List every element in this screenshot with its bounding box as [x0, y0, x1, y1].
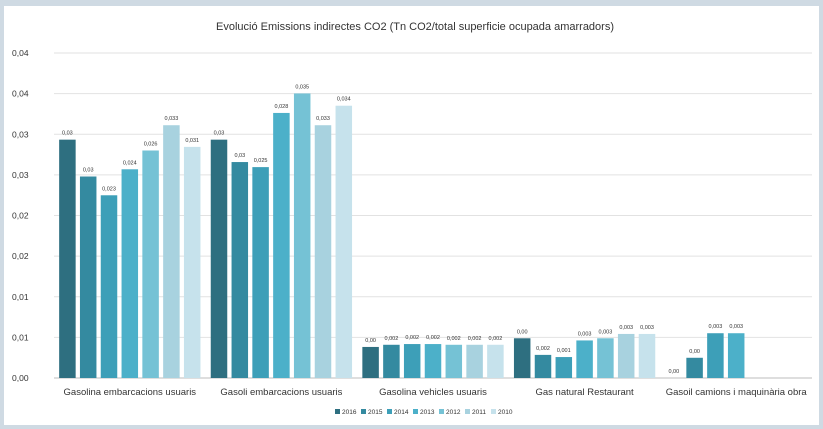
bar-2011-3: [617, 333, 635, 378]
data-label: 0,026: [144, 142, 158, 148]
data-label: 0,002: [405, 335, 419, 341]
bar-2012-2: [445, 344, 463, 378]
bar-2012-1: [293, 93, 311, 378]
bar-2014-1: [252, 167, 269, 378]
y-tick-label: 0,03: [12, 129, 29, 139]
legend-swatch-2012: [439, 409, 444, 414]
bar-2015-4: [686, 357, 703, 378]
legend-label-2014: 2014: [394, 409, 409, 416]
data-label: 0,025: [254, 158, 268, 164]
bar-2013-4: [727, 333, 745, 378]
legend-label-2015: 2015: [368, 409, 383, 416]
data-label: 0,003: [578, 331, 592, 337]
category-label: Gasolina vehicles usuaris: [379, 387, 487, 398]
data-label: 0,002: [385, 336, 399, 342]
bar-2014-2: [403, 344, 421, 378]
data-label: 0,03: [83, 168, 94, 174]
y-tick-label: 0,01: [12, 292, 29, 302]
legend-label-2012: 2012: [446, 409, 461, 416]
data-label: 0,001: [557, 348, 571, 354]
data-label: 0,028: [275, 104, 289, 110]
data-label: 0,03: [62, 131, 73, 137]
data-label: 0,003: [640, 325, 654, 331]
y-tick-label: 0,02: [12, 251, 29, 261]
data-label: 0,003: [619, 325, 633, 331]
bar-2014-0: [100, 195, 118, 378]
data-label: 0,035: [295, 84, 309, 90]
bar-2016-3: [513, 338, 531, 378]
bar-2010-1: [335, 105, 353, 378]
bar-2013-0: [121, 169, 139, 378]
bar-2011-2: [466, 344, 483, 378]
bar-2014-4: [707, 333, 724, 378]
bar-2010-2: [487, 344, 504, 378]
chart-frame: Evolució Emissions indirectes CO2 (Tn CO…: [4, 6, 819, 425]
legend-swatch-2010: [491, 409, 496, 414]
bar-2012-0: [142, 150, 159, 378]
bar-2013-2: [424, 344, 442, 378]
bar-2015-1: [231, 162, 249, 378]
data-label: 0,002: [468, 336, 482, 342]
y-tick-label: 0,04: [12, 89, 29, 99]
category-label: Gasoli embarcacions usuaris: [220, 387, 342, 398]
data-label: 0,033: [316, 116, 330, 122]
data-label: 0,003: [599, 329, 613, 335]
bar-2015-2: [383, 344, 400, 378]
y-tick-label: 0,03: [12, 170, 29, 180]
bar-2014-3: [555, 357, 573, 378]
bar-2013-3: [576, 340, 593, 378]
data-label: 0,003: [709, 324, 723, 330]
legend-swatch-2013: [413, 409, 418, 414]
data-label: 0,023: [102, 186, 116, 192]
data-label: 0,033: [165, 116, 179, 122]
bar-2011-1: [314, 125, 332, 378]
data-label: 0,00: [689, 349, 700, 355]
bar-2015-3: [534, 354, 552, 378]
data-label: 0,031: [185, 138, 199, 144]
bar-2015-0: [79, 176, 97, 378]
legend-swatch-2016: [335, 409, 340, 414]
legend-swatch-2011: [465, 409, 470, 414]
category-label: Gasolina embarcacions usuaris: [64, 387, 197, 398]
data-label: 0,00: [668, 369, 679, 375]
data-label: 0,03: [234, 153, 245, 159]
y-tick-label: 0,00: [12, 373, 29, 383]
data-label: 0,03: [214, 131, 225, 137]
data-label: 0,034: [337, 97, 351, 103]
bar-2016-1: [210, 139, 228, 378]
data-label: 0,003: [729, 324, 743, 330]
y-tick-label: 0,02: [12, 211, 29, 221]
legend-label-2010: 2010: [498, 409, 513, 416]
bar-2011-0: [163, 125, 180, 378]
category-label: Gasoil camions i maquinària obra: [666, 387, 808, 398]
bar-2016-2: [362, 346, 379, 378]
bar-2016-0: [59, 139, 76, 378]
legend-swatch-2014: [387, 409, 392, 414]
data-label: 0,00: [517, 329, 528, 335]
legend-label-2016: 2016: [342, 409, 357, 416]
bar-2010-0: [183, 146, 201, 378]
data-label: 0,002: [489, 336, 503, 342]
legend-swatch-2015: [361, 409, 366, 414]
bar-chart: Evolució Emissions indirectes CO2 (Tn CO…: [12, 21, 812, 416]
bar-2010-3: [638, 333, 656, 378]
data-label: 0,00: [365, 338, 376, 344]
bar-2013-1: [273, 112, 290, 378]
category-label: Gas natural Restaurant: [535, 387, 634, 398]
data-label: 0,002: [426, 335, 440, 341]
legend-label-2011: 2011: [472, 409, 486, 416]
data-label: 0,002: [536, 346, 550, 352]
data-label: 0,024: [123, 160, 137, 166]
data-label: 0,002: [447, 336, 461, 342]
chart-title: Evolució Emissions indirectes CO2 (Tn CO…: [216, 21, 614, 33]
y-tick-label: 0,04: [12, 48, 29, 58]
bar-2012-3: [597, 338, 614, 378]
y-tick-label: 0,01: [12, 332, 29, 342]
legend-label-2013: 2013: [420, 409, 435, 416]
